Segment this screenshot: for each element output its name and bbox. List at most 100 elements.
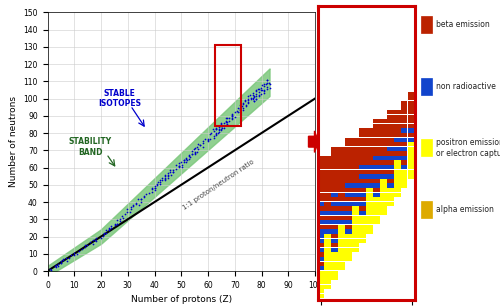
Point: [148, 189, 156, 194]
Bar: [332, 220, 338, 225]
Bar: [401, 115, 407, 119]
Point: [212, 132, 220, 137]
Bar: [338, 188, 345, 192]
Bar: [324, 170, 331, 174]
Bar: [214, 45, 242, 126]
Point: [142, 192, 150, 197]
Bar: [324, 184, 331, 188]
Point: [185, 153, 193, 158]
Bar: [338, 174, 345, 179]
Bar: [387, 151, 394, 156]
Bar: [380, 147, 386, 151]
Point: [214, 131, 222, 136]
Bar: [332, 234, 338, 238]
Bar: [394, 170, 400, 174]
Bar: [360, 216, 366, 220]
Point: [198, 145, 206, 150]
Bar: [387, 133, 394, 137]
Point: [254, 87, 262, 92]
Bar: [394, 119, 400, 124]
Point: [204, 137, 212, 142]
Point: [54, 263, 62, 268]
Bar: [380, 128, 386, 132]
Point: [236, 103, 244, 107]
Point: [194, 142, 202, 147]
Bar: [408, 119, 414, 124]
Bar: [318, 202, 324, 206]
Bar: [380, 202, 386, 206]
Bar: [373, 160, 380, 165]
Bar: [394, 147, 400, 151]
Bar: [380, 206, 386, 211]
Bar: [324, 271, 331, 275]
Bar: [338, 253, 345, 257]
Bar: [338, 184, 345, 188]
Point: [182, 159, 190, 164]
Point: [262, 78, 270, 83]
Bar: [373, 188, 380, 192]
Point: [186, 155, 194, 160]
Point: [126, 209, 134, 214]
Point: [223, 120, 231, 125]
Point: [156, 180, 164, 185]
Point: [242, 99, 250, 104]
Text: beta emission: beta emission: [436, 20, 490, 29]
Point: [220, 125, 228, 130]
Point: [137, 196, 145, 201]
Bar: [332, 156, 338, 160]
Point: [188, 152, 196, 156]
Bar: [346, 137, 352, 142]
Bar: [387, 197, 394, 201]
Point: [220, 120, 228, 125]
Bar: [380, 193, 386, 197]
Bar: [338, 220, 345, 225]
Bar: [408, 124, 414, 128]
Bar: [352, 174, 358, 179]
Bar: [360, 188, 366, 192]
Bar: [360, 128, 366, 132]
Point: [218, 123, 226, 128]
Bar: [366, 147, 372, 151]
Bar: [346, 216, 352, 220]
Bar: [324, 174, 331, 179]
Bar: [318, 188, 324, 192]
Bar: [408, 110, 414, 114]
Bar: [352, 239, 358, 243]
Point: [148, 186, 156, 191]
Bar: [318, 257, 324, 261]
Bar: [360, 211, 366, 215]
Bar: [318, 225, 324, 229]
Point: [164, 175, 172, 180]
Bar: [346, 160, 352, 165]
Bar: [373, 179, 380, 183]
Bar: [338, 165, 345, 169]
Point: [68, 253, 76, 257]
Bar: [318, 184, 324, 188]
Point: [104, 225, 112, 230]
Point: [246, 93, 254, 98]
Bar: [346, 142, 352, 146]
Point: [170, 169, 177, 174]
Bar: [332, 243, 338, 247]
Bar: [373, 128, 380, 132]
Point: [62, 258, 70, 263]
Point: [228, 112, 236, 117]
Bar: [332, 261, 338, 266]
Point: [177, 160, 185, 164]
Bar: [373, 202, 380, 206]
Bar: [318, 170, 324, 174]
Bar: [352, 151, 358, 156]
Point: [226, 118, 234, 123]
Point: [162, 174, 170, 179]
Bar: [332, 184, 338, 188]
Point: [78, 247, 86, 252]
Bar: [346, 202, 352, 206]
Point: [252, 96, 260, 101]
Bar: [352, 184, 358, 188]
Bar: [387, 147, 394, 151]
Bar: [366, 211, 372, 215]
Bar: [360, 151, 366, 156]
Bar: [338, 257, 345, 261]
Bar: [352, 142, 358, 146]
Point: [212, 127, 220, 132]
